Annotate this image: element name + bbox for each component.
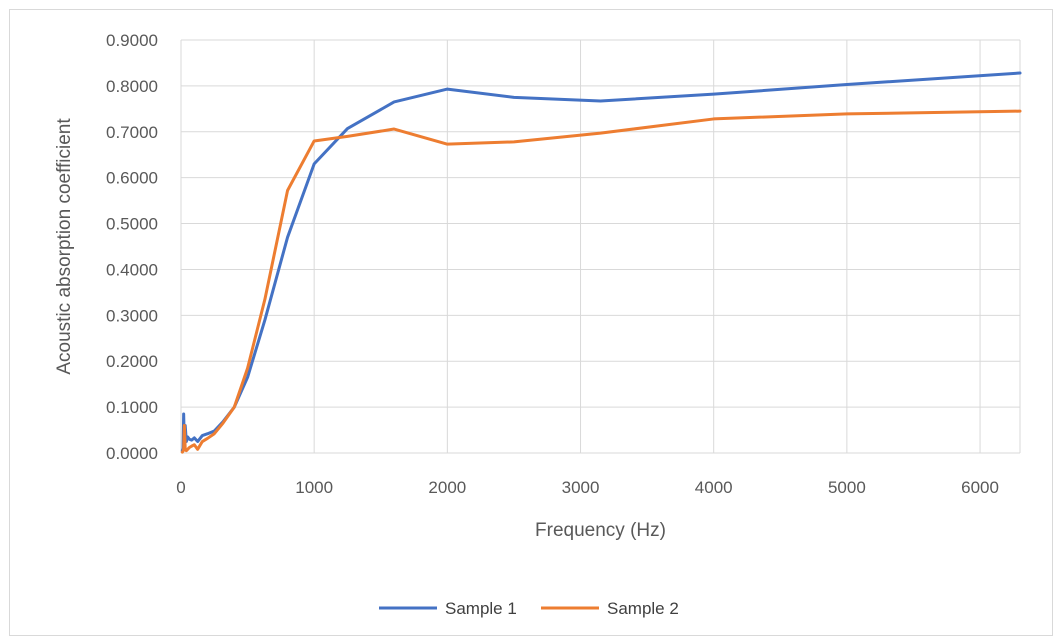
y-tick-label: 0.7000 (106, 123, 158, 142)
x-tick-label: 0 (176, 478, 185, 497)
y-axis-title: Acoustic absorption coefficient (54, 118, 75, 375)
x-tick-label: 5000 (828, 478, 866, 497)
x-tick-label: 1000 (295, 478, 333, 497)
x-tick-label: 2000 (428, 478, 466, 497)
legend: Sample 1 Sample 2 (379, 599, 679, 618)
y-tick-label: 0.3000 (106, 306, 158, 325)
series-lines (180, 71, 1022, 454)
y-tick-label: 0.6000 (106, 169, 158, 188)
y-tick-label: 0.0000 (106, 444, 158, 463)
x-tick-label: 4000 (695, 478, 733, 497)
legend-label-2: Sample 2 (607, 599, 679, 618)
y-tick-label: 0.4000 (106, 260, 158, 279)
series-line-2 (180, 109, 1022, 454)
y-tick-label: 0.8000 (106, 77, 158, 96)
x-axis-title: Frequency (Hz) (535, 520, 666, 541)
y-axis-tick-labels: 0.0000 0.1000 0.2000 0.3000 0.4000 0.5000 0.60… (106, 31, 158, 463)
x-tick-label: 3000 (562, 478, 600, 497)
legend-label-1: Sample 1 (445, 599, 517, 618)
y-tick-label: 0.1000 (106, 398, 158, 417)
gridlines (180, 39, 1021, 454)
y-tick-label: 0.5000 (106, 215, 158, 234)
x-tick-label: 6000 (961, 478, 999, 497)
y-tick-label: 0.9000 (106, 31, 158, 50)
series-line-1 (180, 71, 1022, 453)
y-tick-label: 0.2000 (106, 352, 158, 371)
x-axis-tick-labels: 0 1000 2000 3000 4000 5000 6000 (176, 478, 999, 497)
